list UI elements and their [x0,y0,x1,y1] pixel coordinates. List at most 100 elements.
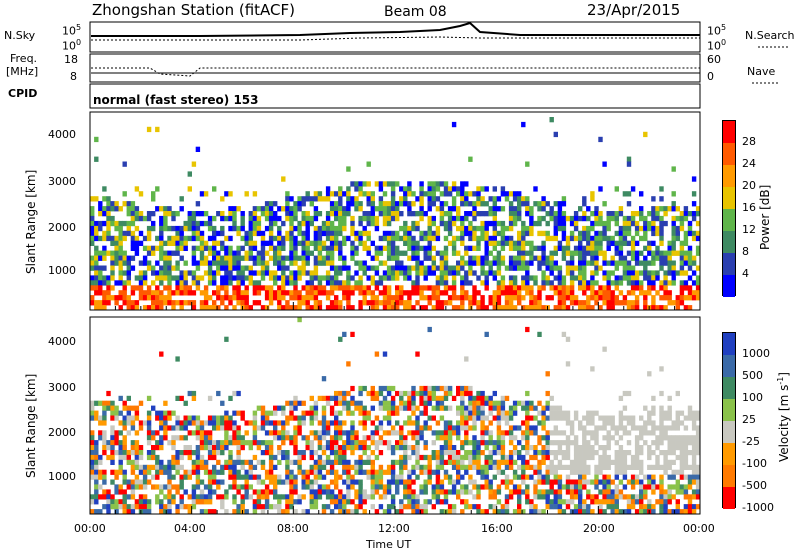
power-cell [606,295,611,301]
velocity-cell [264,504,270,510]
velocity-cell [281,494,286,500]
power-cell [248,305,253,311]
power-cell [508,191,514,197]
power-cell [338,220,343,227]
velocity-cell [130,445,136,451]
power-cell [232,285,237,291]
power-cell [395,305,400,311]
power-cell [667,295,672,301]
velocity-cell [301,454,306,461]
velocity-cell [240,435,245,441]
velocity-cell [439,450,445,456]
velocity-cell [594,435,599,441]
power-cell [386,250,392,256]
velocity-cell [98,454,103,461]
power-cell [195,285,201,291]
velocity-cell [268,474,274,480]
power-cell [561,290,567,296]
power-cell [142,215,148,222]
power-cell [468,201,473,207]
power-cell [651,230,656,237]
power-cell [500,240,506,246]
power-cell [317,305,323,311]
power-cell [508,260,514,266]
power-cell [456,235,461,242]
power-cell [460,265,465,271]
power-cell [212,305,217,311]
velocity-cell [639,459,644,465]
velocity-cell [480,440,485,446]
velocity-cell [606,464,611,470]
velocity-cell [565,474,571,480]
velocity-cell [529,454,534,461]
cpid-panel-frame [89,83,701,109]
power-cell [468,156,473,162]
velocity-cell [207,420,213,426]
power-cell [456,270,461,276]
power-cell [256,270,262,276]
power-cell [618,206,624,212]
power-cell [565,305,571,311]
power-cell [378,186,384,192]
power-cell [342,265,347,271]
power-cell [691,280,697,286]
power-cell [321,260,327,266]
velocity-cell [114,435,119,441]
power-cell [508,300,514,306]
velocity-cell [370,489,375,495]
power-cell [541,280,546,286]
power-cell [289,230,294,237]
power-cell [122,255,127,261]
velocity-cell [220,425,225,431]
power-cell [439,181,445,187]
velocity-cell [228,454,233,461]
power-cell [207,245,213,251]
power-cell [374,285,380,291]
power-cell [358,300,363,306]
velocity-cell [94,489,99,495]
velocity-cell [622,450,628,456]
velocity-cell [431,405,436,411]
velocity-cell [309,499,314,505]
power-cell [285,275,290,281]
power-cell [191,225,197,232]
power-cell [297,255,302,261]
power-cell [643,225,648,232]
velocity-cell [533,464,538,470]
power-cell [447,191,453,197]
power-cell [191,270,197,276]
velocity-cell [468,395,473,401]
velocity-cell [573,479,579,485]
velocity-cell [500,395,506,401]
power-cell [472,211,477,217]
velocity-cell [569,499,575,505]
velocity-cell [191,494,197,500]
velocity-cell [614,494,619,500]
velocity-cell [224,415,229,421]
power-cell [313,285,319,291]
velocity-cell [346,494,351,500]
power-cell [138,270,144,276]
velocity-cell [488,440,493,446]
velocity-cell [427,400,432,406]
velocity-cell [606,494,611,500]
power-cell [325,275,331,281]
velocity-cell [358,489,363,495]
velocity-cell [488,494,493,500]
velocity-cell [419,410,424,416]
velocity-cell [122,415,127,421]
power-cell [220,280,225,286]
power-cell [529,206,534,212]
power-cell [386,206,392,212]
velocity-cell [118,459,123,465]
power-ytick-1000: 1000 [48,264,76,277]
velocity-cell [403,400,408,406]
velocity-cell [476,445,481,451]
velocity-cell [313,489,319,495]
power-cell [236,280,241,286]
power-cell [220,211,225,217]
velocity-cell [358,484,363,490]
power-cell [138,211,144,217]
power-cell [212,270,217,276]
velocity-cell [557,459,563,465]
